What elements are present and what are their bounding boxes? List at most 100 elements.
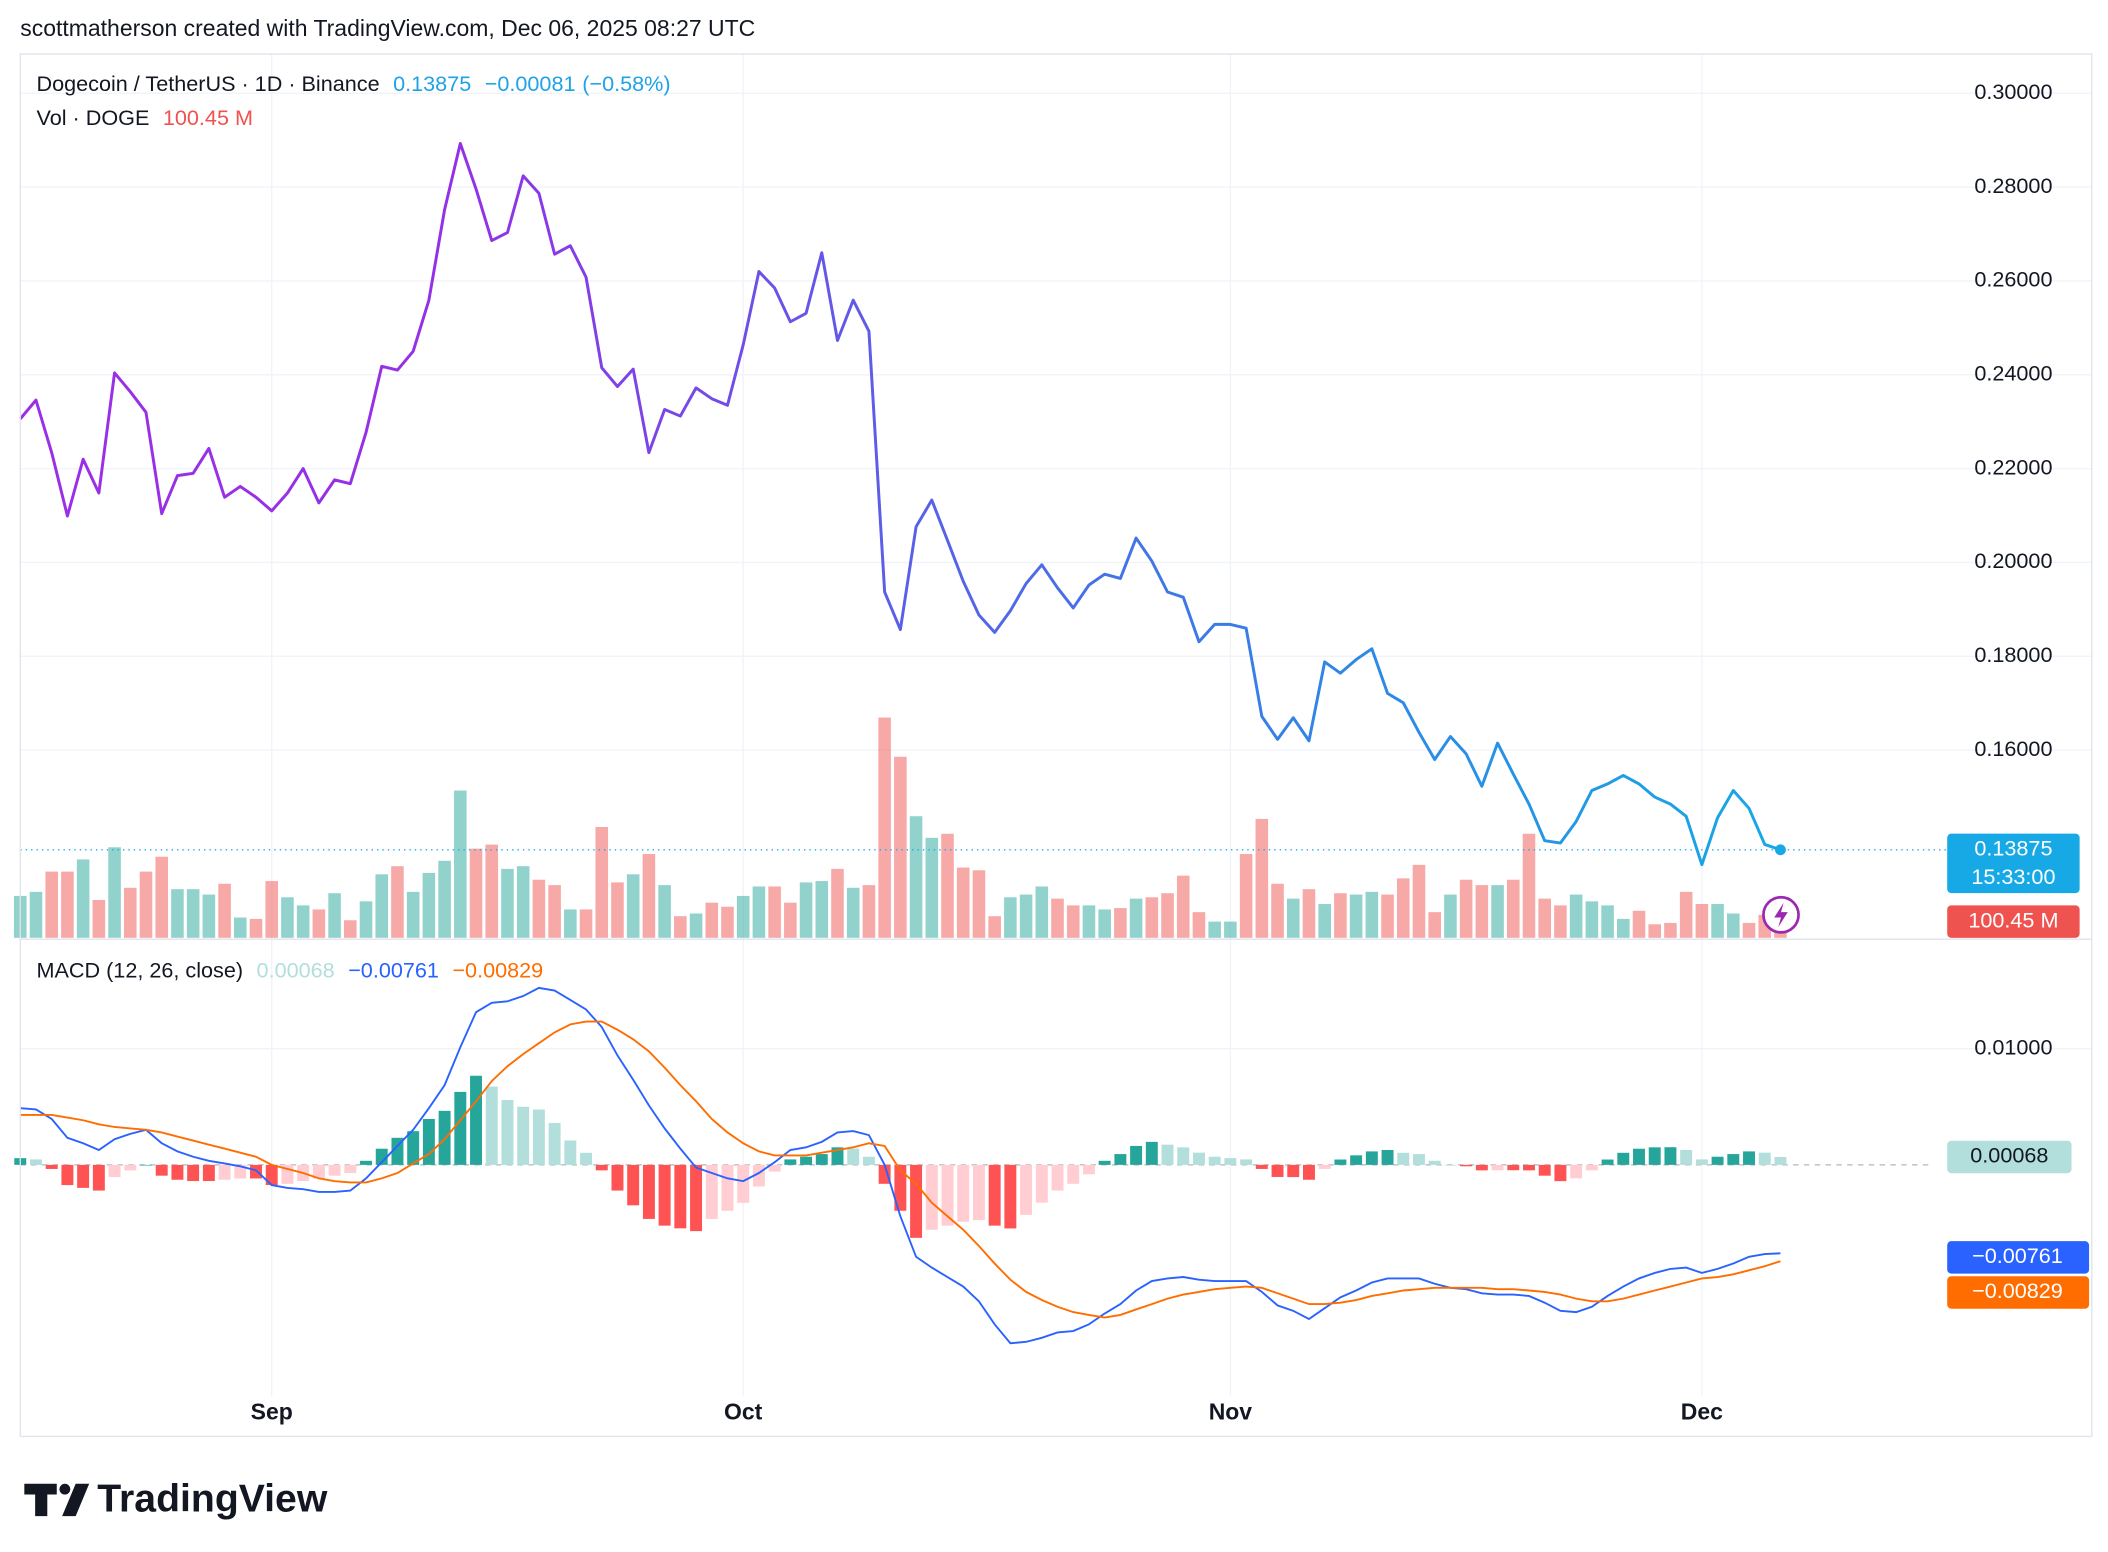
volume-bar xyxy=(29,891,43,938)
histogram-bar xyxy=(674,1164,687,1229)
volume-bar xyxy=(941,833,954,938)
volume-bar xyxy=(909,816,923,938)
volume-bar xyxy=(642,854,656,938)
volume-bar xyxy=(674,916,687,938)
volume-box-label: 100.45 M xyxy=(1968,907,2058,932)
volume-bar xyxy=(359,901,373,938)
histogram-bar xyxy=(140,1164,152,1166)
y-tick-label: 0.20000 xyxy=(1974,548,2052,573)
volume-bar xyxy=(328,893,341,938)
histogram-bar xyxy=(1633,1148,1645,1165)
histogram-bar xyxy=(485,1086,498,1165)
histogram-bar xyxy=(77,1164,90,1188)
volume-bar xyxy=(1019,894,1033,938)
volume-bar xyxy=(1066,905,1080,938)
histogram-box xyxy=(1947,1140,2072,1174)
volume-bar xyxy=(689,913,703,938)
histogram-bar xyxy=(1601,1159,1614,1165)
histogram-bar xyxy=(1397,1152,1410,1165)
macd-line xyxy=(20,986,1781,1345)
macd-box xyxy=(1947,1241,2090,1274)
histogram-bar xyxy=(831,1147,844,1165)
volume-bar xyxy=(721,906,734,938)
volume-bar xyxy=(862,885,876,938)
volume-bar xyxy=(469,848,483,938)
histogram-bar xyxy=(281,1164,294,1184)
histogram-bar xyxy=(1507,1164,1520,1171)
brand-name: TradingView xyxy=(97,1478,328,1521)
histogram-bar xyxy=(1743,1151,1755,1165)
volume-bar xyxy=(186,889,200,938)
volume-bar xyxy=(1145,897,1159,938)
volume-bar xyxy=(281,897,294,938)
last-price: 0.13875 xyxy=(393,71,471,96)
volume-bar xyxy=(736,895,750,938)
histogram-bar xyxy=(344,1164,357,1174)
volume-bar xyxy=(1648,924,1662,938)
price-box-label: 0.13875 xyxy=(1974,836,2052,861)
price-line xyxy=(19,141,1781,867)
volume-bar xyxy=(92,899,106,938)
volume-bar xyxy=(1554,905,1567,938)
histogram-bar xyxy=(1303,1164,1315,1180)
histogram-bar xyxy=(548,1123,561,1165)
macd-title: MACD (12, 26, close) xyxy=(36,957,243,982)
volume-bar xyxy=(1538,898,1551,938)
histogram-bar xyxy=(1287,1164,1300,1178)
histogram-bar xyxy=(862,1156,875,1165)
histogram-bar xyxy=(768,1164,781,1172)
x-tick-label: Sep xyxy=(251,1399,293,1425)
volume-bar xyxy=(422,872,436,938)
histogram-bar xyxy=(1130,1145,1143,1165)
volume-bar xyxy=(579,909,593,938)
histogram-bar xyxy=(1365,1151,1378,1165)
volume-bar xyxy=(595,827,609,938)
volume-bar xyxy=(925,837,939,938)
histogram-bar xyxy=(1711,1156,1724,1165)
volume-legend: Vol · DOGE 100.45 M xyxy=(36,105,253,130)
volume-bar xyxy=(831,868,844,938)
histogram-bar xyxy=(910,1164,923,1238)
volume-bar xyxy=(516,866,530,938)
histogram-bar xyxy=(30,1159,42,1165)
histogram-bar xyxy=(1224,1158,1237,1165)
volume-bar xyxy=(752,886,766,938)
volume-bar xyxy=(344,920,357,938)
volume-bar xyxy=(1569,894,1583,938)
volume-bar xyxy=(1302,889,1316,938)
volume-bar xyxy=(171,889,184,938)
replay-icon[interactable] xyxy=(1762,895,1800,934)
volume-bar xyxy=(375,874,389,938)
histogram-bar xyxy=(894,1164,907,1211)
volume-bar xyxy=(1585,901,1599,938)
histogram-bar xyxy=(1381,1150,1394,1165)
histogram-bar xyxy=(61,1164,74,1186)
histogram-bar xyxy=(92,1164,105,1191)
volume-bar xyxy=(878,717,891,938)
histogram-bar xyxy=(360,1160,372,1165)
histogram-bar xyxy=(328,1164,341,1176)
volume-bar xyxy=(988,916,1001,938)
signal-last: −0.00829 xyxy=(452,957,543,982)
volume-bar xyxy=(296,905,310,938)
volume-bar xyxy=(1679,891,1693,938)
histogram-bar xyxy=(1570,1164,1583,1179)
volume-bar xyxy=(202,894,216,938)
histogram-bar xyxy=(1082,1164,1095,1175)
histogram-bar xyxy=(1538,1164,1551,1176)
histogram-bar xyxy=(611,1164,624,1191)
x-tick-label: Dec xyxy=(1681,1399,1723,1425)
histogram-bar xyxy=(721,1164,734,1211)
volume-bar xyxy=(1727,913,1740,938)
volume-bar xyxy=(1617,918,1630,938)
histogram-bar xyxy=(737,1164,750,1203)
histogram-bar xyxy=(784,1159,797,1165)
change-percent: (−0.58%) xyxy=(582,71,670,96)
histogram-bar xyxy=(1428,1160,1441,1165)
volume-bar xyxy=(972,870,986,938)
volume-bar xyxy=(1428,912,1441,938)
last-point xyxy=(1775,844,1786,856)
volume-bar xyxy=(45,871,58,938)
volume-bar xyxy=(1475,885,1489,938)
